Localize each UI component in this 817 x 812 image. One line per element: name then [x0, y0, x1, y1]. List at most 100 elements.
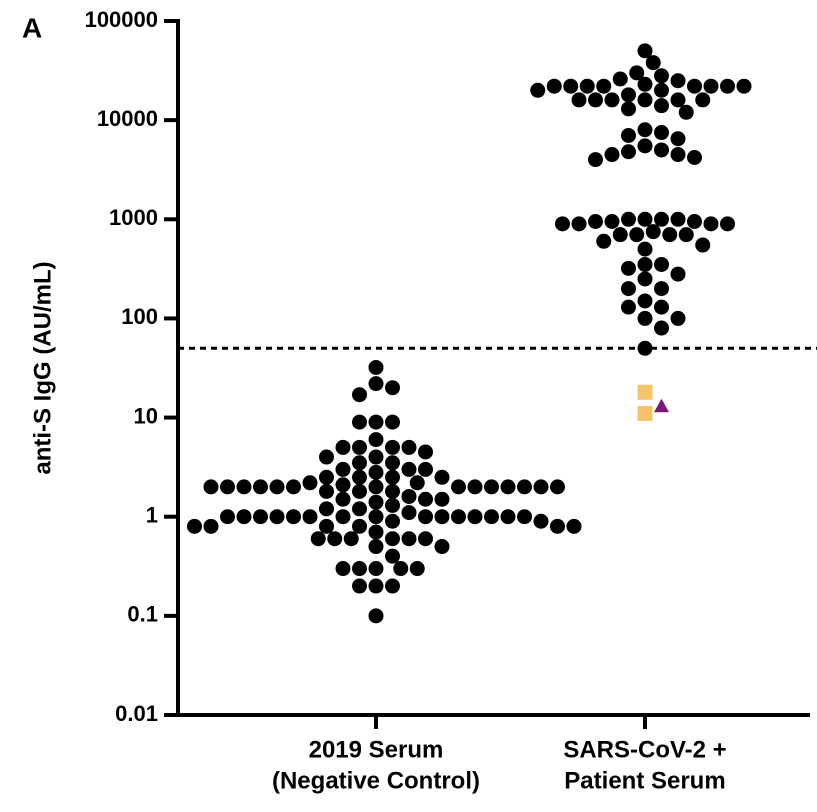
point	[352, 483, 367, 499]
point	[368, 359, 384, 375]
point	[517, 509, 532, 525]
point	[368, 376, 384, 392]
point	[621, 144, 636, 160]
point	[596, 78, 612, 94]
point	[368, 578, 384, 594]
point	[654, 98, 669, 114]
point	[678, 227, 694, 243]
point	[352, 469, 367, 485]
point	[533, 513, 549, 529]
point	[621, 299, 636, 315]
point	[645, 224, 661, 240]
point	[654, 398, 669, 413]
point	[571, 216, 587, 232]
point	[637, 340, 653, 356]
point	[286, 509, 301, 525]
point	[310, 531, 326, 547]
point	[695, 92, 711, 108]
point	[434, 491, 450, 507]
point	[637, 310, 653, 326]
point	[236, 479, 252, 495]
point	[319, 483, 334, 499]
point	[703, 78, 719, 94]
point	[343, 531, 359, 547]
point	[484, 509, 499, 525]
point	[319, 469, 334, 485]
point	[368, 608, 384, 624]
point	[670, 73, 686, 89]
point	[451, 479, 466, 495]
point	[637, 138, 653, 154]
point	[654, 281, 669, 297]
point	[467, 479, 483, 495]
point	[203, 479, 219, 495]
point	[385, 483, 400, 499]
point	[484, 479, 499, 495]
y-tick-label: 0.01	[115, 701, 158, 726]
y-tick-label: 1000	[109, 205, 158, 230]
point	[335, 439, 351, 455]
point	[670, 266, 686, 282]
point	[500, 509, 516, 525]
point	[393, 561, 409, 577]
point	[588, 213, 603, 229]
point	[654, 68, 669, 84]
point	[654, 82, 669, 98]
point	[654, 320, 669, 336]
point	[695, 237, 711, 253]
point	[434, 469, 450, 485]
point	[385, 513, 400, 529]
point	[555, 216, 570, 232]
point	[385, 439, 400, 455]
point	[269, 479, 285, 495]
y-tick-label: 10000	[97, 106, 158, 131]
point	[352, 414, 367, 430]
y-tick-label: 1	[146, 503, 158, 528]
point	[621, 101, 636, 117]
point	[670, 131, 686, 147]
x-tick-label: (Negative Control)	[272, 767, 480, 794]
point	[385, 469, 400, 485]
point	[703, 216, 719, 232]
point	[579, 78, 595, 94]
point	[368, 561, 384, 577]
point	[550, 479, 565, 495]
point	[319, 501, 334, 517]
point	[385, 548, 400, 564]
point	[637, 211, 653, 227]
point	[654, 125, 669, 141]
point	[434, 509, 450, 525]
point	[302, 509, 318, 525]
point	[546, 78, 562, 94]
point	[401, 488, 417, 504]
point	[563, 78, 579, 94]
point	[385, 455, 400, 471]
x-tick-label: 2019 Serum	[309, 736, 444, 763]
y-axis-label: anti-S IgG (AU/mL)	[29, 261, 56, 474]
y-tick-label: 0.1	[127, 602, 158, 627]
point	[220, 479, 235, 495]
point	[434, 539, 450, 555]
point	[720, 216, 735, 232]
point	[220, 509, 235, 525]
point	[385, 578, 400, 594]
point	[203, 518, 219, 534]
point	[637, 405, 653, 421]
point	[368, 509, 384, 525]
x-tick-label: SARS-CoV-2 +	[563, 736, 726, 763]
y-tick-label: 100	[121, 304, 158, 329]
point	[612, 227, 628, 243]
point	[467, 509, 483, 525]
point	[604, 147, 620, 163]
point	[418, 461, 433, 477]
point	[385, 414, 400, 430]
point	[720, 78, 735, 94]
point	[637, 76, 653, 92]
point	[654, 142, 669, 158]
point	[368, 464, 384, 480]
point	[368, 479, 384, 495]
point	[335, 461, 351, 477]
point	[604, 92, 620, 108]
point	[401, 461, 417, 477]
point	[670, 211, 686, 227]
